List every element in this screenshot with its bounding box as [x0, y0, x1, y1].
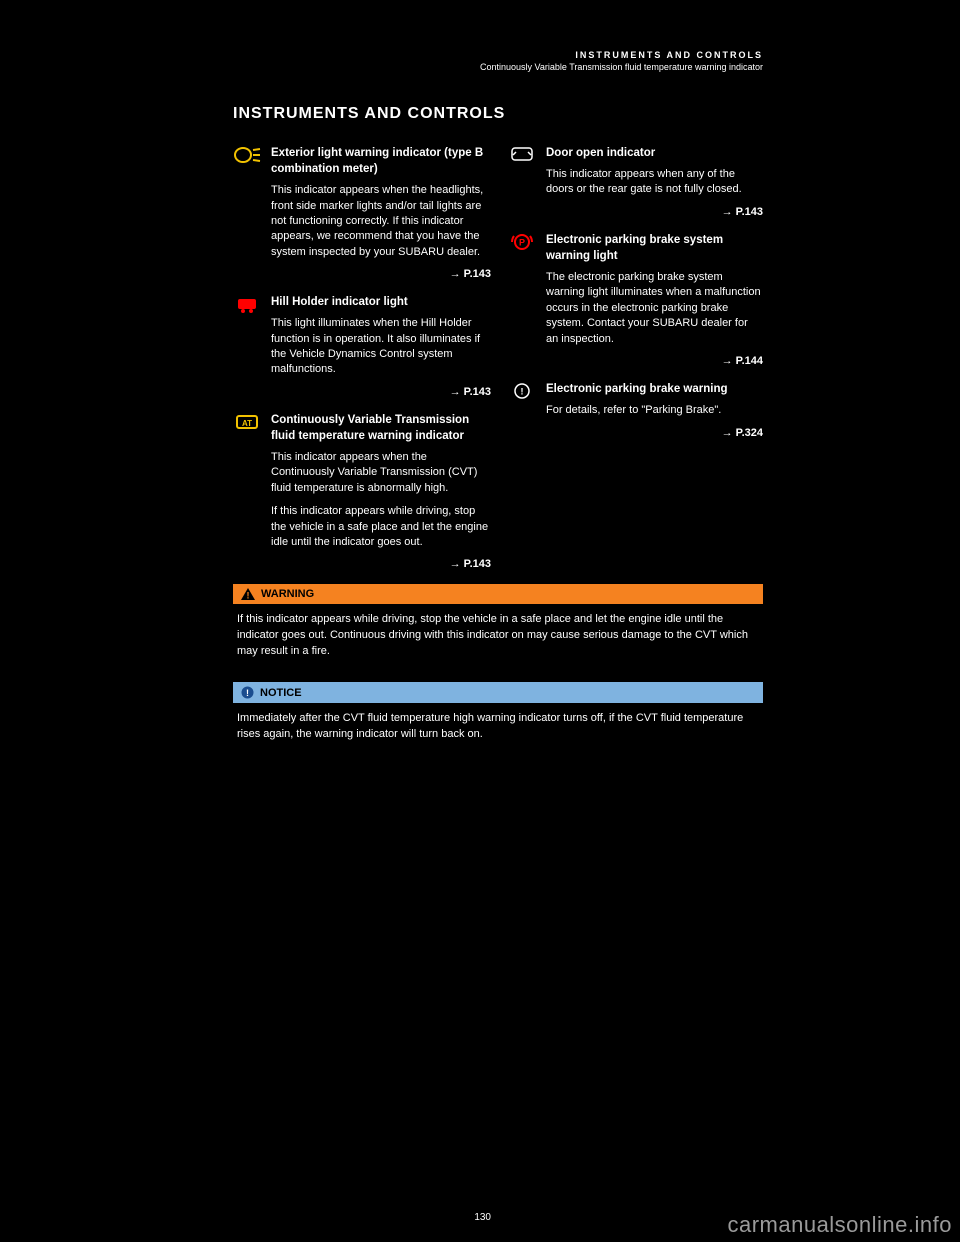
svg-text:!: ! [521, 387, 524, 397]
notice-box: ! NOTICE Immediately after the CVT fluid… [233, 682, 763, 753]
indicator-item: ! Electronic parking brake warning For d… [508, 381, 763, 426]
warning-body: If this indicator appears while driving,… [233, 604, 763, 670]
notice-body: Immediately after the CVT fluid temperat… [233, 703, 763, 753]
indicator-item: Hill Holder indicator light This light i… [233, 294, 491, 386]
svg-text:P: P [519, 237, 525, 247]
header-subtitle: Continuously Variable Transmission fluid… [480, 62, 763, 72]
indicator-text: This indicator appears when any of the d… [546, 167, 763, 198]
warning-label: WARNING [261, 588, 314, 600]
watermark: carmanualsonline.info [727, 1212, 952, 1238]
indicator-title: Electronic parking brake warning [546, 381, 763, 397]
header-title: INSTRUMENTS AND CONTROLS [480, 50, 763, 60]
warning-triangle-icon: ! [241, 588, 255, 600]
page-number: 130 [474, 1212, 491, 1223]
indicator-text: This light illuminates when the Hill Hol… [271, 316, 491, 378]
page-ref: → P.324 [508, 427, 763, 439]
svg-text:AT: AT [242, 419, 252, 428]
indicator-item: Exterior light warning indicator (type B… [233, 145, 491, 268]
indicator-title: Door open indicator [546, 145, 763, 161]
notice-label: NOTICE [260, 687, 302, 699]
parking-brake-system-icon: P [508, 232, 536, 252]
page-header: INSTRUMENTS AND CONTROLS Continuously Va… [480, 50, 763, 72]
page-ref: → P.143 [233, 268, 491, 280]
notice-header: ! NOTICE [233, 682, 763, 703]
page-ref: → P.143 [233, 558, 491, 570]
indicator-item: P Electronic parking brake system warnin… [508, 232, 763, 355]
notice-circle-icon: ! [241, 686, 254, 699]
indicator-text: This indicator appears when the Continuo… [271, 450, 491, 496]
indicator-title: Electronic parking brake system warning … [546, 232, 763, 264]
warning-box: ! WARNING If this indicator appears whil… [233, 584, 763, 670]
parking-brake-warning-icon: ! [508, 381, 536, 401]
indicator-title: Hill Holder indicator light [271, 294, 491, 310]
page-ref: → P.143 [508, 206, 763, 218]
section-title: INSTRUMENTS AND CONTROLS [233, 105, 505, 123]
indicator-text: This indicator appears when the headligh… [271, 183, 491, 260]
hill-holder-icon [233, 294, 261, 314]
indicator-title: Exterior light warning indicator (type B… [271, 145, 491, 177]
right-column: Door open indicator This indicator appea… [508, 145, 763, 453]
headlight-icon [233, 145, 261, 165]
svg-text:!: ! [247, 591, 250, 601]
svg-text:!: ! [246, 688, 249, 698]
cvt-temp-icon: AT [233, 412, 261, 432]
indicator-text: For details, refer to "Parking Brake". [546, 403, 763, 418]
indicator-item: Door open indicator This indicator appea… [508, 145, 763, 206]
indicator-title: Continuously Variable Transmission fluid… [271, 412, 491, 444]
door-open-icon [508, 145, 536, 165]
page-ref: → P.144 [508, 355, 763, 367]
indicator-text: The electronic parking brake system warn… [546, 270, 763, 347]
indicator-item: AT Continuously Variable Transmission fl… [233, 412, 491, 559]
indicator-text: If this indicator appears while driving,… [271, 504, 491, 550]
warning-header: ! WARNING [233, 584, 763, 604]
page-ref: → P.143 [233, 386, 491, 398]
left-column: Exterior light warning indicator (type B… [233, 145, 491, 753]
